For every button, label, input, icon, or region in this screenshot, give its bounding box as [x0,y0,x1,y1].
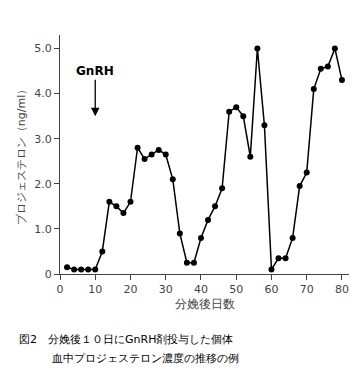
svg-text:3.0: 3.0 [34,133,52,146]
svg-text:4.0: 4.0 [34,87,52,100]
svg-text:10: 10 [88,283,102,296]
svg-text:0: 0 [45,268,52,281]
svg-text:20: 20 [123,283,137,296]
svg-text:30: 30 [159,283,173,296]
svg-text:血中プロジェステロン濃度の推移の例: 血中プロジェステロン濃度の推移の例 [19,352,239,365]
svg-text:80: 80 [335,283,349,296]
svg-text:5.0: 5.0 [34,42,52,55]
svg-text:70: 70 [300,283,314,296]
svg-text:2.0: 2.0 [34,178,52,191]
svg-text:50: 50 [229,283,243,296]
svg-text:分娩後日数: 分娩後日数 [175,297,235,311]
svg-text:1.0: 1.0 [34,223,52,236]
svg-text:0: 0 [57,283,64,296]
svg-text:プロジェステロン（ng/ml）: プロジェステロン（ng/ml） [15,84,28,225]
svg-text:60: 60 [264,283,278,296]
svg-text:図2 分娩後１０日にGnRH剤投与した個体: 図2 分娩後１０日にGnRH剤投与した個体 [19,333,233,346]
svg-text:40: 40 [194,283,208,296]
svg-text:GnRH: GnRH [76,64,114,78]
